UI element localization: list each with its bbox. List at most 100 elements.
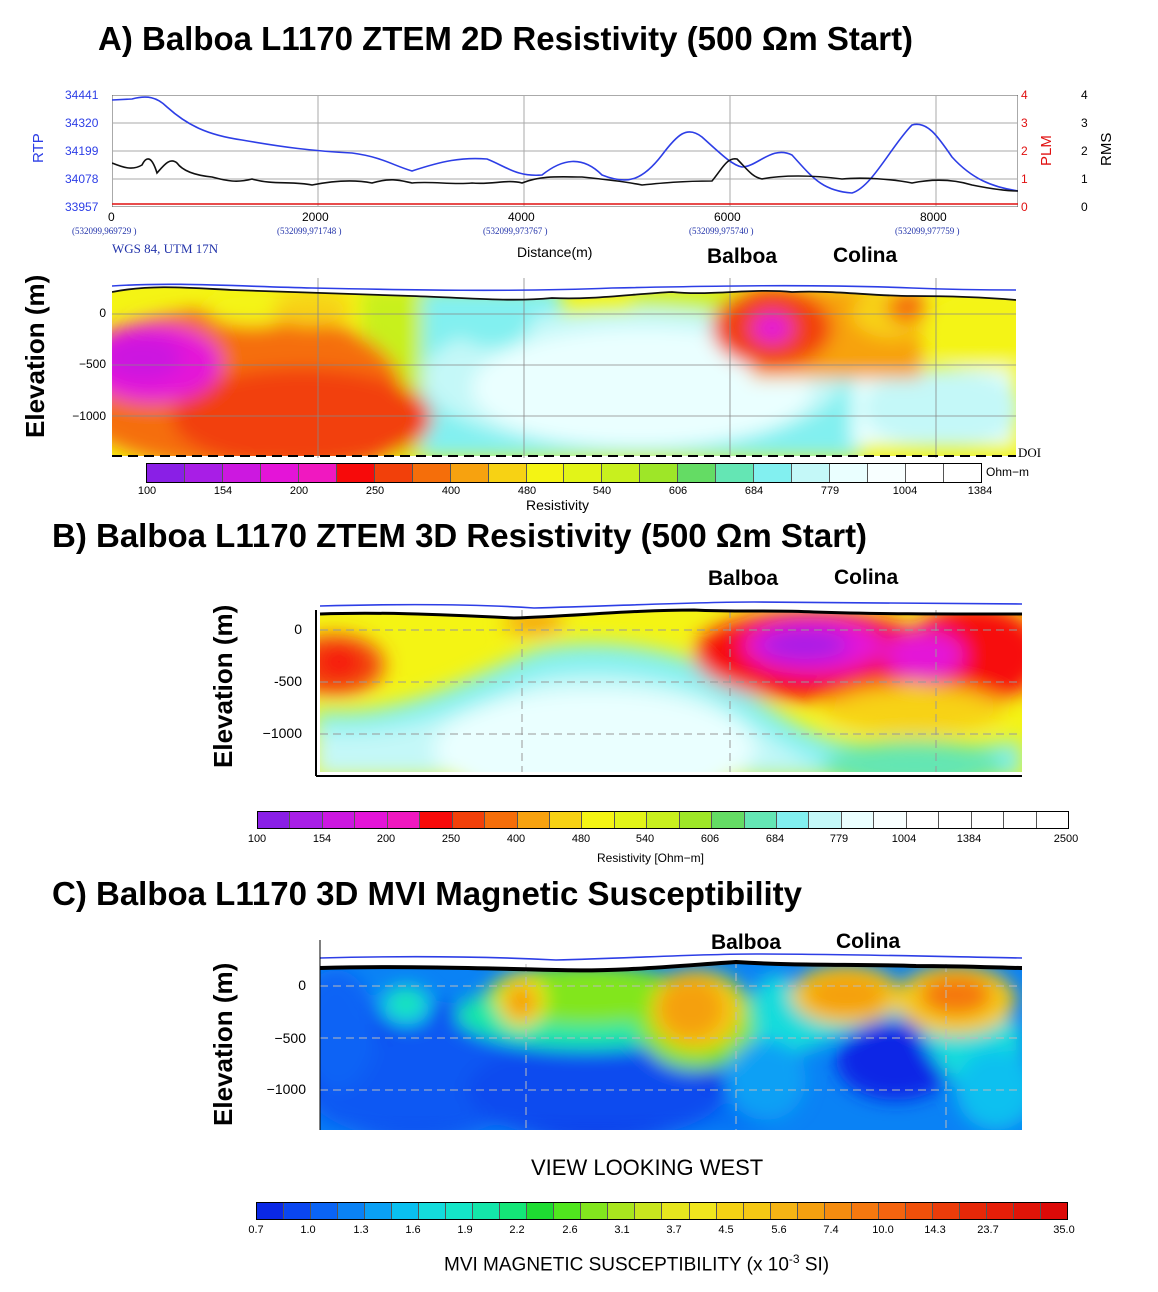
flight-line <box>112 283 1016 292</box>
cb-b-tick-9: 779 <box>829 833 849 845</box>
cb-c-tick-0: 0.7 <box>248 1224 264 1236</box>
cb-c-tick-4: 1.9 <box>457 1224 473 1236</box>
cb-c-tick-7: 3.1 <box>614 1224 630 1236</box>
cb-c-tick-15: 35.0 <box>1053 1224 1075 1236</box>
panel-b-title: B) Balboa L1170 ZTEM 3D Resistivity (500… <box>52 517 868 554</box>
rms-curve <box>112 158 1018 192</box>
cb-b-tick-0: 100 <box>247 833 267 845</box>
distance-tick-0: 0 <box>108 210 115 224</box>
panel-a-elev-1000: −1000 <box>72 409 106 423</box>
panel-c-elev-500: −500 <box>274 1030 306 1046</box>
plm-axis-label: PLM <box>1038 135 1055 166</box>
panel-b-elev-500: -500 <box>273 673 302 689</box>
section-b-grid <box>320 610 1022 772</box>
distance-tick-3: 6000 <box>714 210 741 224</box>
panel-c-colorbar <box>256 1202 1068 1220</box>
cb-a-tick-8: 684 <box>744 485 764 497</box>
cb-b-tick-6: 540 <box>635 833 655 845</box>
rtp-curve <box>112 96 1018 194</box>
view-direction-label: VIEW LOOKING WEST <box>531 1155 764 1180</box>
distance-tick-1: 2000 <box>302 210 329 224</box>
plm-tick-3: 1 <box>1021 172 1028 186</box>
panel-b-balboa-label: Balboa <box>708 567 779 590</box>
panel-c-colorbar-title: MVI MAGNETIC SUSCEPTIBILITY (x 10-3 SI) <box>444 1252 829 1276</box>
panel-a-title: A) Balboa L1170 ZTEM 2D Resistivity (500… <box>98 20 914 57</box>
cb-c-tick-12: 10.0 <box>872 1224 894 1236</box>
panel-c-elev-0: 0 <box>298 977 306 993</box>
cb-a-tick-0: 100 <box>137 485 157 497</box>
coord-tick-3: (532099,975740 ) <box>689 226 754 236</box>
resistivity-2d-section <box>112 278 1016 458</box>
topography-line-b <box>319 608 1022 620</box>
distance-tick-4: 8000 <box>920 210 947 224</box>
coord-tick-2: (532099,973767 ) <box>483 226 548 236</box>
cb-b-tick-2: 200 <box>376 833 396 845</box>
distance-axis-label: Distance(m) <box>517 244 593 260</box>
flight-line-c <box>319 953 1022 961</box>
plm-tick-1: 3 <box>1021 116 1028 130</box>
cb-c-tick-1: 1.0 <box>300 1224 316 1236</box>
cb-b-tick-11: 1384 <box>956 833 982 845</box>
rms-tick-3: 1 <box>1081 172 1088 186</box>
panel-b-colorbar <box>257 811 1069 829</box>
cb-c-tick-2: 1.3 <box>353 1224 369 1236</box>
cb-a-tick-1: 154 <box>213 485 233 497</box>
profile-plot <box>112 95 1018 207</box>
rtp-tick-1: 34320 <box>65 116 99 130</box>
panel-c-balboa-label: Balboa <box>711 931 782 954</box>
rms-tick-0: 4 <box>1081 88 1088 102</box>
panel-b-colina-label: Colina <box>834 566 899 589</box>
cb-a-tick-9: 779 <box>820 485 840 497</box>
cb-b-tick-12: 2500 <box>1053 833 1079 845</box>
cb-c-tick-5: 2.2 <box>509 1224 525 1236</box>
panel-a-colorbar-title: Resistivity <box>526 497 590 513</box>
cb-c-tick-8: 3.7 <box>666 1224 682 1236</box>
panel-c-colina-label: Colina <box>836 930 901 953</box>
panel-a-colorbar <box>146 463 982 483</box>
cb-a-tick-7: 606 <box>668 485 688 497</box>
rms-tick-1: 3 <box>1081 116 1088 130</box>
section-c-grid <box>320 960 1022 1130</box>
rtp-axis-label: RTP <box>30 133 47 163</box>
cb-b-tick-1: 154 <box>312 833 332 845</box>
panel-b-elev-1000: −1000 <box>262 725 302 741</box>
cb-b-tick-4: 400 <box>506 833 526 845</box>
cb-c-tick-9: 4.5 <box>718 1224 734 1236</box>
rtp-tick-2: 34199 <box>65 144 99 158</box>
plm-tick-0: 4 <box>1021 88 1028 102</box>
rtp-tick-4: 33957 <box>65 200 99 214</box>
panel-c-title: C) Balboa L1170 3D MVI Magnetic Suscepti… <box>52 875 803 912</box>
rms-tick-4: 0 <box>1081 200 1088 214</box>
cb-a-tick-11: 1384 <box>967 485 993 497</box>
panel-b-elevation-label: Elevation (m) <box>208 604 238 768</box>
cb-b-tick-3: 250 <box>441 833 461 845</box>
topography-line-c <box>319 959 1022 973</box>
panel-a-elev-500: −500 <box>78 357 106 371</box>
cb-a-tick-10: 1004 <box>892 485 918 497</box>
coord-tick-0: (532099,969729 ) <box>72 226 137 236</box>
coord-tick-1: (532099,971748 ) <box>277 226 342 236</box>
cb-a-tick-3: 250 <box>365 485 385 497</box>
cb-c-tick-14: 23.7 <box>977 1224 999 1236</box>
cb-c-tick-6: 2.6 <box>562 1224 578 1236</box>
panel-a-colina-label: Colina <box>833 244 898 267</box>
rms-axis-label: RMS <box>1098 132 1115 166</box>
panel-a-colorbar-unit: Ohm−m <box>986 465 1030 479</box>
plm-tick-2: 2 <box>1021 144 1028 158</box>
cb-b-tick-5: 480 <box>571 833 591 845</box>
panel-c-colorbar-title-end: SI) <box>799 1254 830 1276</box>
coord-tick-4: (532099,977759 ) <box>895 226 960 236</box>
doi-label: DOI <box>1018 445 1042 460</box>
distance-tick-2: 4000 <box>508 210 535 224</box>
rtp-tick-3: 34078 <box>65 172 99 186</box>
panel-a-elevation-label: Elevation (m) <box>20 274 50 438</box>
cb-a-tick-4: 400 <box>441 485 461 497</box>
panel-a-balboa-label: Balboa <box>707 245 778 268</box>
panel-b-colorbar-title: Resistivity [Ohm−m] <box>597 851 705 865</box>
rtp-tick-0: 34441 <box>65 88 99 102</box>
cb-a-tick-5: 480 <box>517 485 537 497</box>
cb-c-tick-10: 5.6 <box>771 1224 787 1236</box>
plm-tick-4: 0 <box>1021 200 1028 214</box>
cb-b-tick-10: 1004 <box>891 833 917 845</box>
mvi-susceptibility-section <box>319 940 1022 1130</box>
